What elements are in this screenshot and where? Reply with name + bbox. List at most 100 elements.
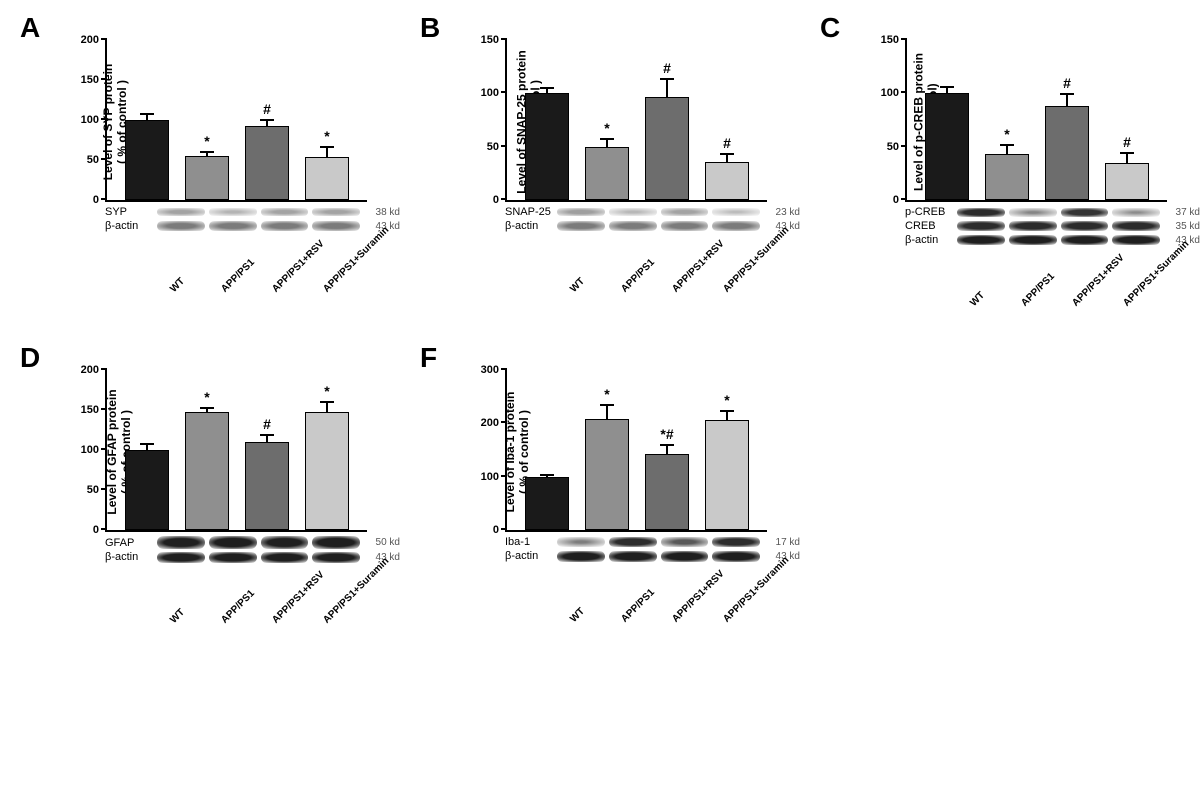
bar-chart: Level of Iba-1 protein( % of control )01… (505, 372, 765, 532)
significance-marker: # (263, 101, 271, 117)
bar (125, 450, 169, 530)
significance-marker: * (324, 383, 329, 399)
blot-row: β-actin43 kd (505, 220, 800, 232)
plot-area: 050100150*## (505, 40, 767, 202)
y-tick-label: 50 (871, 141, 899, 153)
blot-band (712, 537, 760, 547)
blot-kd: 23 kd (764, 207, 800, 218)
y-tick-label: 300 (471, 364, 499, 376)
blot-label: SYP (105, 206, 157, 218)
blot-label: β-actin (505, 550, 557, 562)
blot-label: Iba-1 (505, 536, 557, 548)
significance-marker: * (724, 392, 729, 408)
blot-row: GFAP 50 kd (105, 536, 400, 549)
figure-grid: ALevel of SYP protein( % of control )050… (20, 20, 1180, 647)
error-bar (606, 138, 608, 148)
panel-F: FLevel of Iba-1 protein( % of control )0… (420, 350, 800, 647)
blot-row: β-actin43 kd (505, 550, 800, 562)
western-blot: SYP38 kdβ-actin43 kd (105, 206, 400, 232)
bar: # (645, 97, 689, 200)
blot-band (661, 537, 709, 547)
x-axis-labels: WTAPP/PS1APP/PS1+RSVAPP/PS1+Suramin (557, 566, 762, 646)
bar (125, 120, 169, 200)
error-bar (546, 87, 548, 94)
blot-kd: 17 kd (764, 537, 800, 548)
panel-letter: B (420, 12, 440, 44)
bar: * (705, 420, 749, 530)
blot-label: CREB (905, 220, 957, 232)
blot-label: β-actin (105, 551, 157, 563)
blot-band (1112, 208, 1160, 217)
blot-band (312, 208, 360, 216)
significance-marker: # (263, 416, 271, 432)
blot-band (712, 551, 760, 562)
y-tick-label: 0 (71, 524, 99, 536)
y-tick-label: 0 (471, 194, 499, 206)
panel-letter: D (20, 342, 40, 374)
significance-marker: # (1063, 75, 1071, 91)
blot-label: SNAP-25 (505, 206, 557, 218)
error-bar (666, 78, 668, 97)
y-tick-label: 150 (71, 404, 99, 416)
blot-band (661, 551, 709, 562)
significance-marker: * (204, 133, 209, 149)
error-bar (606, 404, 608, 420)
blot-band (1061, 235, 1109, 245)
blot-kd: 50 kd (364, 537, 400, 548)
blot-row: β-actin43 kd (905, 234, 1200, 246)
bar: # (245, 126, 289, 200)
blot-kd: 37 kd (1164, 207, 1200, 218)
bar: # (1105, 163, 1149, 200)
bar: * (305, 157, 349, 200)
error-bar (266, 119, 268, 126)
blot-band (557, 208, 605, 216)
bar: * (585, 419, 629, 530)
error-bar (146, 443, 148, 451)
significance-marker: * (604, 120, 609, 136)
blot-band (1009, 208, 1057, 217)
blot-band (312, 221, 360, 231)
blot-band (1112, 221, 1160, 231)
error-bar (146, 113, 148, 121)
blot-kd: 35 kd (1164, 221, 1200, 232)
error-bar (726, 153, 728, 163)
bar: * (985, 154, 1029, 200)
panel-B: BLevel of SNAP-25 protein( % of control … (420, 20, 800, 330)
y-tick-label: 50 (71, 484, 99, 496)
bar: * (305, 412, 349, 530)
significance-marker: # (1123, 134, 1131, 150)
y-tick-label: 100 (471, 87, 499, 99)
blot-band (261, 221, 309, 231)
blot-band (661, 221, 709, 231)
western-blot: GFAP 50 kd β-actin43 kd (105, 536, 400, 563)
error-bar (266, 434, 268, 443)
plot-area: 0100200300**#* (505, 370, 767, 532)
y-tick-label: 0 (471, 524, 499, 536)
blot-band (609, 221, 657, 231)
blot-band (1009, 235, 1057, 245)
significance-marker: * (204, 389, 209, 405)
blot-row: β-actin43 kd (105, 551, 400, 563)
error-bar (1066, 93, 1068, 107)
blot-label: β-actin (505, 220, 557, 232)
panel-letter: C (820, 12, 840, 44)
blot-band (1009, 221, 1057, 231)
blot-band (312, 552, 360, 563)
significance-marker: * (604, 386, 609, 402)
plot-area: 050100150200*#* (105, 370, 367, 532)
bar: * (185, 412, 229, 530)
blot-band (712, 221, 760, 231)
significance-marker: # (663, 60, 671, 76)
x-axis-labels: WTAPP/PS1APP/PS1+RSVAPP/PS1+Suramin (157, 567, 362, 647)
x-axis-labels: WTAPP/PS1APP/PS1+RSVAPP/PS1+Suramin (157, 236, 362, 316)
bar (525, 477, 569, 530)
blot-label: β-actin (905, 234, 957, 246)
significance-marker: # (723, 135, 731, 151)
panel-letter: F (420, 342, 437, 374)
blot-kd: 38 kd (364, 207, 400, 218)
bar (525, 93, 569, 200)
plot-area: 050100150200*#* (105, 40, 367, 202)
y-tick-label: 150 (71, 74, 99, 86)
error-bar (666, 444, 668, 455)
blot-label: GFAP (105, 537, 157, 549)
